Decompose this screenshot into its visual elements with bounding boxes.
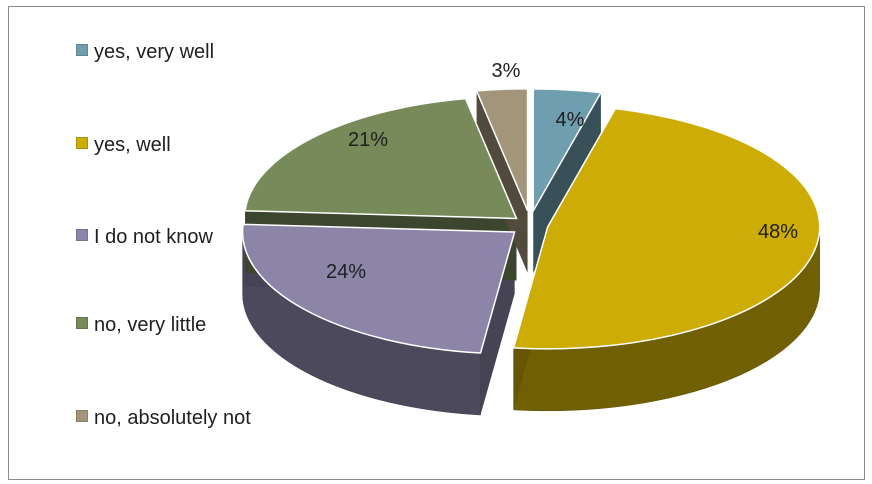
pie-slice-yes-very-well — [532, 88, 603, 214]
pie-slice-yes-well — [512, 107, 821, 350]
legend-label: yes, well — [94, 134, 171, 156]
pie-top-faces — [241, 88, 821, 354]
legend-swatch-yes-very-well — [76, 44, 88, 56]
data-label-no-absolutely-not: 3% — [492, 60, 521, 82]
legend-label: I do not know — [94, 226, 213, 248]
data-label-no-very-little: 21% — [348, 129, 388, 151]
data-label-i-do-not-know: 24% — [326, 261, 366, 283]
pie-slice-no-absolutely-not — [475, 88, 529, 212]
data-label-yes-very-well: 4% — [556, 109, 585, 131]
pie-slice-no-very-little — [244, 97, 518, 220]
data-label-yes-well: 48% — [758, 221, 798, 243]
data-labels: 4% 48% 24% 21% 3% — [326, 60, 798, 283]
legend-label: no, absolutely not — [94, 407, 251, 429]
legend-swatch-no-very-little — [76, 317, 88, 329]
pie-cut-no-absolutely-not-0 — [476, 90, 528, 273]
legend-swatch-yes-well — [76, 137, 88, 149]
pie-slice-i-do-not-know — [241, 223, 516, 354]
legend-swatch-i-do-not-know — [76, 229, 88, 241]
legend-label: no, very little — [94, 314, 207, 336]
legend-label: yes, very well — [94, 41, 215, 63]
legend-swatch-no-absolutely-not — [76, 410, 88, 422]
